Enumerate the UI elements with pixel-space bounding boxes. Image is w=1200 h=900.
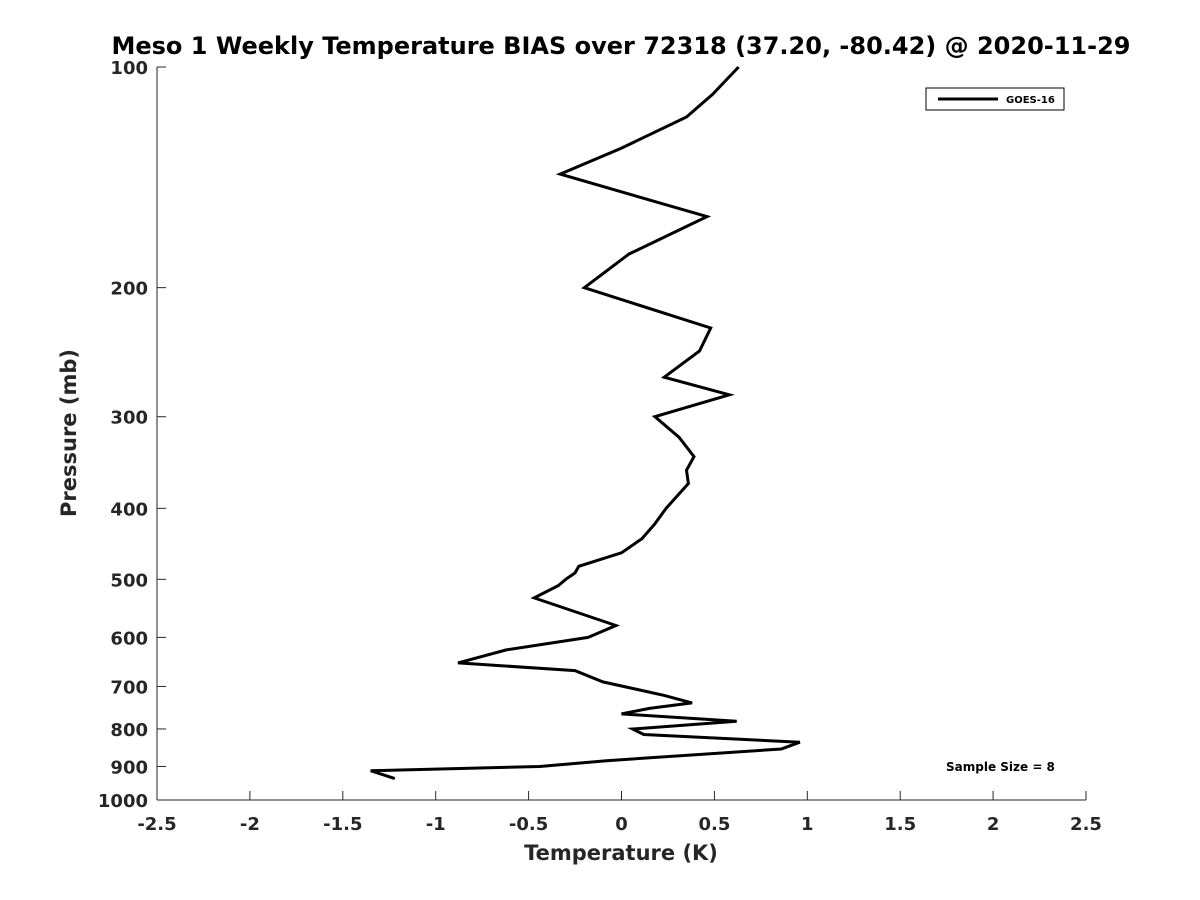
y-axis-label: Pressure (mb) — [57, 349, 81, 517]
x-tick-label: -2 — [240, 814, 260, 835]
axes: -2.5 -2 -1.5 -1 -0.5 0 0.5 1 1.5 2 2.5 100 200 300 400… — [98, 58, 1102, 835]
y-tick-label: 800 — [110, 720, 148, 741]
y-tick-label: 600 — [110, 628, 148, 649]
series-line-goes-16 — [370, 65, 801, 781]
x-tick-label: 2.5 — [1070, 814, 1102, 835]
legend: GOES-16 — [925, 87, 1065, 111]
x-tick-label: 1.5 — [884, 814, 916, 835]
x-tick-label: 2 — [987, 814, 1000, 835]
sample-size-annotation: Sample Size = 8 — [946, 760, 1055, 774]
y-tick-label: 700 — [110, 677, 148, 698]
y-tick-label: 900 — [110, 757, 148, 778]
chart-title: Meso 1 Weekly Temperature BIAS over 7231… — [111, 32, 1130, 60]
y-tick-label: 500 — [110, 570, 148, 591]
x-tick-label: -1.5 — [323, 814, 362, 835]
x-tick-label: 0.5 — [698, 814, 730, 835]
y-tick-label: 200 — [110, 279, 148, 300]
y-tick-label: 400 — [110, 499, 148, 520]
x-tick-label: -2.5 — [137, 814, 176, 835]
y-tick-label: 1000 — [98, 791, 148, 812]
legend-entry-goes-16: GOES-16 — [1006, 95, 1055, 106]
x-tick-label: -1 — [426, 814, 446, 835]
series-layer — [370, 65, 801, 781]
x-axis-label: Temperature (K) — [524, 841, 718, 865]
x-tick-label: -0.5 — [509, 814, 548, 835]
y-tick-label: 300 — [110, 408, 148, 429]
y-tick-label: 100 — [110, 58, 148, 79]
x-tick-label: 0 — [615, 814, 628, 835]
x-tick-label: 1 — [801, 814, 814, 835]
